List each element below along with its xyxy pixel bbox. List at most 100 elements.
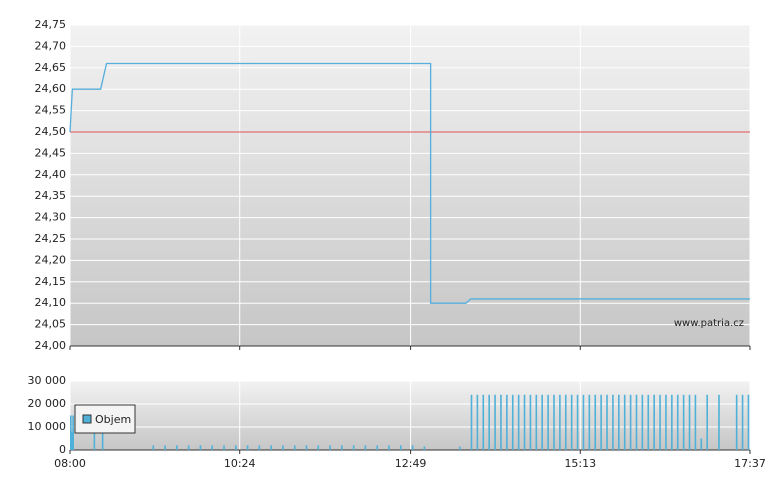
- volume-bar: [423, 446, 426, 450]
- volume-bar: [341, 445, 343, 450]
- volume-bar: [482, 394, 485, 450]
- plot-area: [70, 25, 750, 346]
- volume-bar: [676, 394, 679, 450]
- volume-bar: [517, 394, 520, 450]
- volume-bar: [541, 394, 544, 450]
- volume-bar: [470, 394, 473, 450]
- volume-bar: [618, 394, 620, 450]
- volume-bar: [529, 394, 532, 450]
- volume-bar: [258, 445, 261, 450]
- volume-bar: [700, 438, 703, 450]
- volume-bar: [741, 394, 744, 450]
- volume-bar: [376, 445, 379, 450]
- volume-bar: [270, 445, 272, 450]
- legend-swatch: [82, 414, 92, 424]
- y-tick-label: 24,05: [35, 318, 67, 331]
- volume-bar: [223, 445, 225, 450]
- legend-box: [74, 404, 136, 434]
- y-tick-label: 24,45: [35, 146, 67, 159]
- volume-bar: [694, 394, 697, 450]
- y-tick-label: 10 000: [28, 420, 67, 433]
- y-tick-label: 24,00: [35, 339, 67, 352]
- volume-bar: [234, 445, 237, 450]
- volume-bar: [511, 394, 514, 450]
- x-tick-label: 17:37: [734, 457, 766, 470]
- volume-bar: [653, 394, 655, 450]
- y-tick-label: 30 000: [28, 374, 67, 387]
- volume-bar: [659, 394, 661, 450]
- y-tick-label: 24,65: [35, 61, 67, 74]
- price-line: [69, 62, 750, 304]
- y-tick-label: 24,25: [35, 232, 67, 245]
- volume-bar: [747, 394, 750, 450]
- y-tick-label: 24,30: [35, 211, 67, 224]
- volume-bar: [629, 394, 632, 450]
- volume-bar: [411, 445, 414, 450]
- volume-bar: [199, 445, 202, 450]
- volume-bar: [388, 445, 390, 450]
- volume-bar: [458, 446, 461, 450]
- volume-bar: [523, 394, 526, 450]
- x-tick-label: 15:13: [564, 457, 596, 470]
- volume-bar: [553, 394, 555, 450]
- volume-bar: [688, 394, 691, 450]
- volume-bar: [187, 445, 190, 450]
- volume-bar: [211, 445, 214, 450]
- volume-bar: [641, 394, 644, 450]
- volume-bar: [399, 445, 402, 450]
- x-tick-label: 08:00: [54, 457, 86, 470]
- volume-bar: [559, 394, 561, 450]
- volume-bar: [164, 445, 166, 450]
- volume-bar: [293, 445, 296, 450]
- volume-bar: [488, 394, 490, 450]
- y-tick-label: 24,70: [35, 39, 67, 52]
- volume-bar: [364, 445, 367, 450]
- volume-bar: [70, 415, 72, 450]
- volume-bar: [588, 394, 591, 450]
- y-tick-label: 24,35: [35, 189, 67, 202]
- volume-bar: [305, 445, 308, 450]
- y-tick-label: 24,20: [35, 253, 67, 266]
- volume-bar: [594, 394, 597, 450]
- volume-bar: [682, 394, 685, 450]
- x-tick-label: 12:49: [395, 457, 427, 470]
- y-tick-label: 24,55: [35, 104, 67, 117]
- volume-bar: [623, 394, 626, 450]
- y-tick-label: 24,10: [35, 296, 67, 309]
- volume-bar: [570, 394, 573, 450]
- volume-bar: [476, 394, 479, 450]
- volume-bar: [176, 445, 178, 450]
- volume-bar: [671, 394, 673, 450]
- volume-bar: [506, 394, 508, 450]
- volume-bar: [329, 445, 331, 450]
- y-tick-label: 20 000: [28, 397, 67, 410]
- legend-label: Objem: [95, 413, 131, 426]
- volume-bar: [606, 394, 608, 450]
- volume-bar: [535, 394, 538, 450]
- volume-bar: [706, 394, 708, 450]
- watermark: www.patria.cz: [674, 318, 744, 329]
- volume-bar: [72, 415, 74, 450]
- volume-bar: [246, 445, 249, 450]
- volume-bar: [665, 394, 667, 450]
- y-tick-label: 24,50: [35, 125, 67, 138]
- volume-bar: [564, 394, 567, 450]
- volume-bar: [547, 394, 549, 450]
- y-tick-label: 24,60: [35, 82, 67, 95]
- volume-bar: [317, 445, 320, 450]
- volume-bar: [718, 394, 720, 450]
- volume-bar: [647, 394, 650, 450]
- x-tick-label: 10:24: [224, 457, 256, 470]
- volume-bar: [71, 431, 73, 450]
- volume-bar: [582, 394, 585, 450]
- y-tick-label: 24,75: [35, 18, 67, 31]
- volume-bar: [152, 445, 155, 450]
- volume-bar: [612, 394, 614, 450]
- y-tick-label: 0: [59, 443, 66, 456]
- volume-bar: [494, 394, 496, 450]
- volume-bar: [576, 394, 579, 450]
- y-tick-label: 24,40: [35, 168, 67, 181]
- volume-bar: [635, 394, 638, 450]
- volume-bar: [352, 445, 355, 450]
